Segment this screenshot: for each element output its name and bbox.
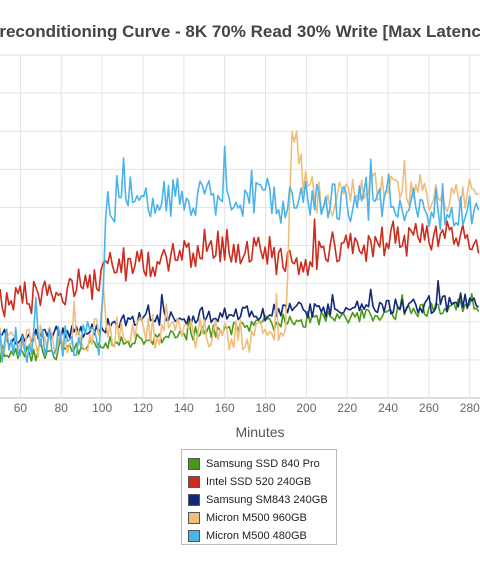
legend-item: Samsung SSD 840 Pro [188,455,336,473]
x-tick-label: 140 [174,401,194,415]
legend-swatch [188,494,200,506]
legend-label: Samsung SSD 840 Pro [206,458,320,470]
series-line [0,145,480,363]
series-line [0,130,479,359]
grid-layer [0,54,480,399]
legend: Samsung SSD 840 Pro Intel SSD 520 240GB … [181,449,337,545]
legend-label: Samsung SM843 240GB [206,494,328,506]
series-layer [0,130,480,363]
legend-swatch [188,530,200,542]
series-line [0,218,480,318]
legend-label: Intel SSD 520 240GB [206,476,312,488]
legend-label: Micron M500 960GB [206,512,307,524]
legend-item: Intel SSD 520 240GB [188,473,336,491]
x-axis-title: Minutes [235,424,285,440]
legend-item: Samsung SM843 240GB [188,491,336,509]
x-tick-label: 160 [215,401,235,415]
legend-swatch [188,458,200,470]
x-tick-label: 60 [14,401,28,415]
x-tick-label: 80 [55,401,69,415]
legend-swatch [188,512,200,524]
x-tick-label: 120 [133,401,153,415]
x-tick-labels: 60 80 100 120 140 160 180 200 220 240 260 280 [14,401,480,415]
x-tick-label: 240 [378,401,398,415]
chart-title: Preconditioning Curve - 8K 70% Read 30% … [0,22,480,41]
x-tick-label: 260 [419,401,439,415]
series-line [0,279,480,347]
x-tick-label: 280 [460,401,480,415]
line-chart: 60 80 100 120 140 160 180 200 220 240 260 280 [0,54,480,415]
legend-swatch [188,476,200,488]
legend-item: Micron M500 960GB [188,509,336,527]
x-tick-label: 180 [256,401,276,415]
x-tick-label: 200 [296,401,316,415]
x-tick-label: 220 [337,401,357,415]
x-tick-label: 100 [92,401,112,415]
legend-item: Micron M500 480GB [188,527,336,545]
legend-label: Micron M500 480GB [206,530,307,542]
